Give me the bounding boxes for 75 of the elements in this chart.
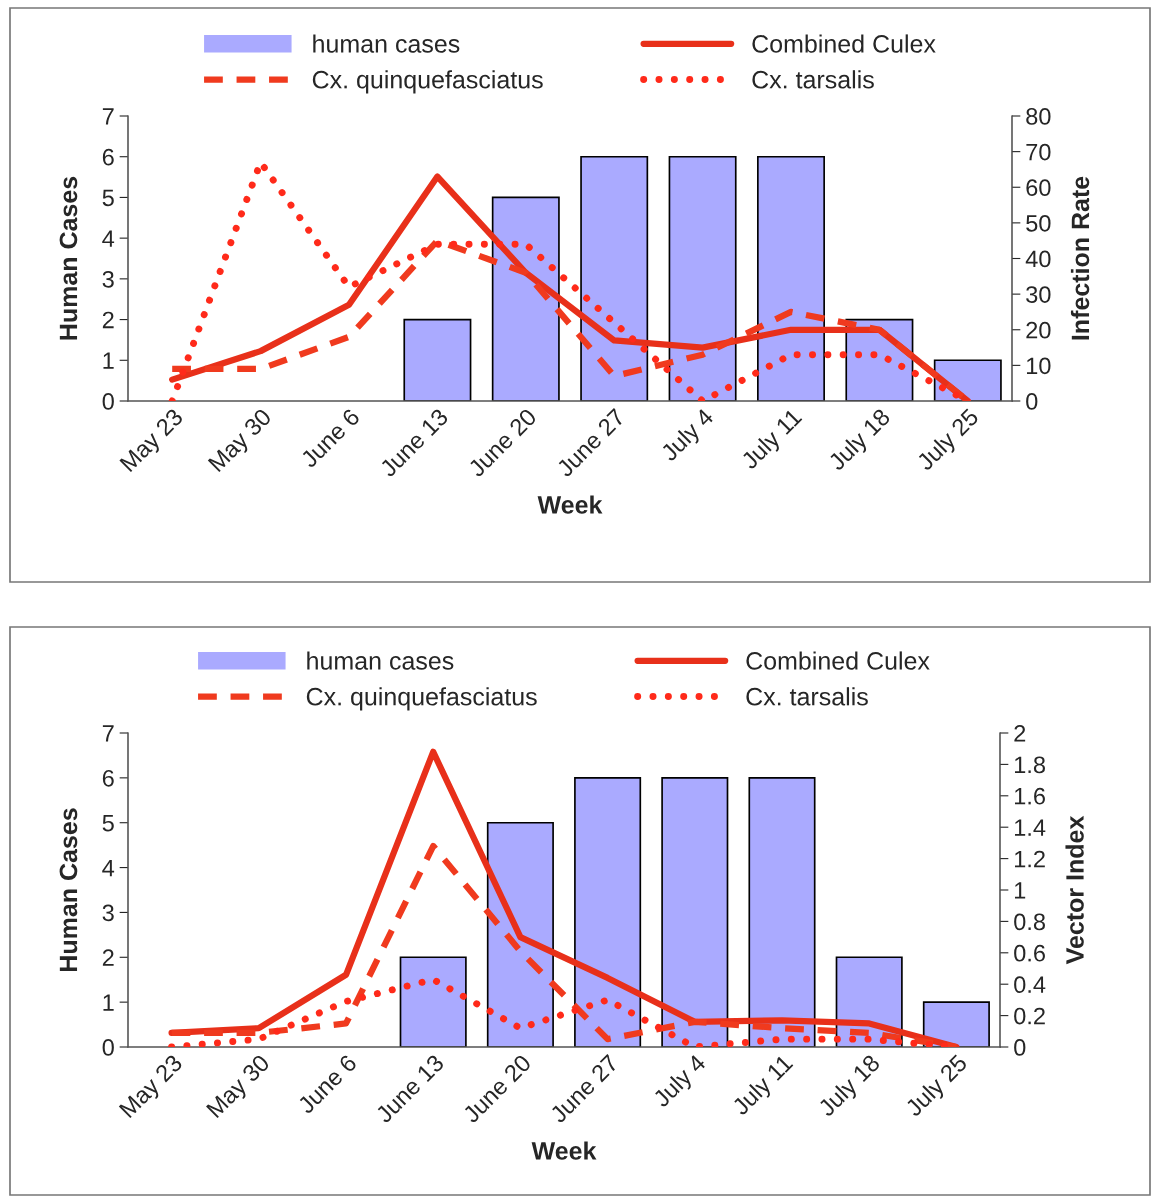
x-tick-label: May 30 xyxy=(207,407,276,476)
bar xyxy=(403,318,472,401)
legend-label: Cx. tarsalis xyxy=(746,687,868,706)
legend-label: Cx. tarsalis xyxy=(752,70,874,89)
x-axis-title: Week xyxy=(531,1141,597,1160)
y2-tick-label: 0 xyxy=(1014,1039,1026,1056)
y-tick-label: 3 xyxy=(102,904,114,922)
y-tick-label: 1 xyxy=(103,994,114,1011)
x-tick-label: July 18 xyxy=(826,407,895,475)
bar xyxy=(486,821,554,1047)
y2-tick-label: 0.2 xyxy=(1014,1007,1045,1025)
y2-tick-label: 10 xyxy=(1026,357,1051,375)
y2-tick-label: 1.4 xyxy=(1014,819,1046,836)
y2-tick-label: 60 xyxy=(1026,179,1051,197)
y-tick-label: 6 xyxy=(102,148,114,166)
y-tick-label: 6 xyxy=(102,769,114,787)
x-tick-label: May 23 xyxy=(119,407,188,476)
y2-tick-label: 0.8 xyxy=(1014,913,1045,931)
x-axis-title: Week xyxy=(537,495,603,514)
y2-tick-label: 1.8 xyxy=(1014,756,1045,774)
y-axis-title: Human Cases xyxy=(59,176,78,340)
y-axis-title: Human Cases xyxy=(59,808,78,971)
y2-tick-label: 20 xyxy=(1026,321,1051,339)
x-tick-label: July 4 xyxy=(659,407,718,466)
x-tick-label: July 11 xyxy=(739,407,806,474)
x-tick-label: July 25 xyxy=(903,1053,972,1121)
bar xyxy=(748,777,816,1047)
y2-tick-label: 0.4 xyxy=(1014,976,1046,993)
bar xyxy=(668,155,737,401)
bar xyxy=(399,956,467,1047)
y-tick-label: 7 xyxy=(102,108,114,125)
y-tick-label: 4 xyxy=(102,859,115,877)
legend-label: human cases xyxy=(313,34,460,53)
y-tick-label: 2 xyxy=(102,311,114,329)
y2-tick-label: 50 xyxy=(1026,214,1051,232)
x-tick-label: June 27 xyxy=(555,407,626,478)
y2-tick-label: 1 xyxy=(1014,882,1026,899)
y-tick-label: 1 xyxy=(103,352,114,369)
y2-tick-label: 0 xyxy=(1026,393,1038,410)
x-tick-label: July 25 xyxy=(915,407,983,475)
legend-label: Combined Culex xyxy=(746,651,930,670)
y2-tick-label: 1.2 xyxy=(1014,850,1045,868)
y2-tick-label: 0.6 xyxy=(1014,944,1045,962)
bar xyxy=(574,777,642,1047)
y2-tick-label: 40 xyxy=(1025,250,1051,268)
y-tick-label: 4 xyxy=(102,230,115,247)
y-tick-label: 2 xyxy=(102,949,114,966)
x-tick-label: June 13 xyxy=(374,1053,445,1124)
x-tick-label: July 18 xyxy=(816,1053,885,1121)
x-tick-label: July 4 xyxy=(651,1053,710,1112)
y-tick-label: 5 xyxy=(102,815,114,832)
x-tick-label: July 11 xyxy=(730,1053,797,1120)
bar xyxy=(491,196,560,401)
bar xyxy=(922,1001,990,1047)
x-tick-label: May 23 xyxy=(118,1053,187,1122)
y-tick-label: 5 xyxy=(102,189,114,207)
y2-axis-title: Infection Rate xyxy=(1070,176,1090,340)
legend-label: human cases xyxy=(307,651,454,670)
legend-label: Cx. quinquefasciatus xyxy=(312,70,543,94)
y2-axis-title: Vector Index xyxy=(1065,815,1084,965)
bar xyxy=(757,155,825,401)
y-tick-label: 3 xyxy=(102,270,114,288)
legend-label: Combined Culex xyxy=(752,34,936,53)
y-tick-label: 0 xyxy=(102,393,114,410)
y-tick-label: 7 xyxy=(102,725,114,742)
legend-label: Cx. quinquefasciatus xyxy=(306,687,537,711)
bar xyxy=(580,155,649,401)
y2-tick-label: 80 xyxy=(1026,108,1051,125)
y2-tick-label: 70 xyxy=(1026,143,1051,161)
bar xyxy=(661,777,729,1047)
x-tick-label: May 30 xyxy=(205,1053,274,1122)
y2-tick-label: 30 xyxy=(1026,286,1051,303)
y2-tick-label: 2 xyxy=(1014,725,1026,742)
y-tick-label: 0 xyxy=(102,1039,114,1056)
y2-tick-label: 1.6 xyxy=(1014,787,1045,805)
